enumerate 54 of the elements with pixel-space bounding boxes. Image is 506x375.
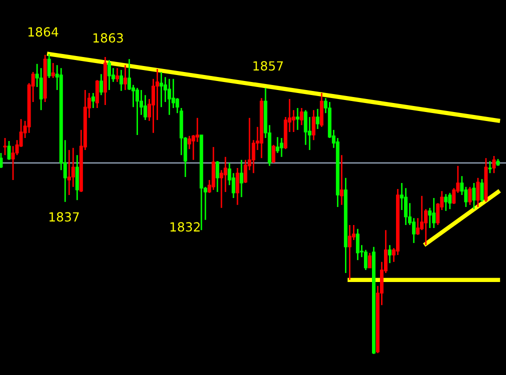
candlestick — [115, 67, 119, 83]
candlestick — [296, 107, 300, 131]
candlestick — [476, 177, 480, 208]
candlestick — [7, 140, 11, 161]
candlestick — [39, 67, 43, 111]
candlestick — [316, 108, 320, 130]
candlestick — [432, 197, 436, 229]
candlestick — [468, 186, 472, 206]
candlestick — [312, 109, 316, 141]
candlestick — [67, 149, 71, 196]
candlestick — [280, 137, 284, 158]
candlestick — [480, 178, 484, 203]
candlestick — [304, 109, 308, 146]
candlestick — [244, 159, 248, 184]
candlestick — [488, 160, 492, 174]
candlestick — [272, 144, 276, 164]
candlestick — [3, 137, 7, 156]
candlestick — [404, 187, 408, 226]
candlestick — [95, 79, 99, 109]
candlestick — [220, 169, 224, 209]
candlestick — [144, 94, 148, 121]
candlestick — [160, 71, 164, 108]
candlestick — [388, 244, 392, 264]
candlestick — [444, 193, 448, 212]
candlestick — [448, 192, 452, 210]
candlestick — [216, 160, 220, 193]
candlestick — [47, 53, 51, 79]
candlestick — [136, 87, 140, 136]
candlestick — [51, 62, 55, 79]
candlestick — [492, 155, 496, 174]
candlestick — [340, 154, 344, 206]
candlestick — [356, 228, 360, 261]
text: 1863 — [93, 33, 123, 43]
candlestick — [348, 224, 352, 281]
candlestick — [107, 59, 111, 91]
candlestick — [472, 182, 476, 210]
candlestick — [236, 167, 240, 206]
candlestick — [99, 73, 103, 96]
candlestick — [123, 64, 127, 91]
annotation: 1857 — [253, 61, 283, 71]
candlestick — [300, 107, 304, 126]
annotation: 1837 — [49, 212, 79, 222]
candlestick — [119, 69, 123, 92]
candlestick — [364, 249, 368, 271]
candlestick — [320, 92, 324, 128]
candlestick — [0, 152, 3, 169]
annotation: 1832 — [170, 222, 200, 232]
candlestick — [168, 78, 172, 116]
candlestick — [240, 159, 244, 198]
candlestick — [276, 136, 280, 154]
text: 1864 — [28, 27, 58, 37]
candlestick — [91, 92, 95, 109]
candlestick — [75, 154, 79, 201]
candlestick — [368, 252, 372, 269]
